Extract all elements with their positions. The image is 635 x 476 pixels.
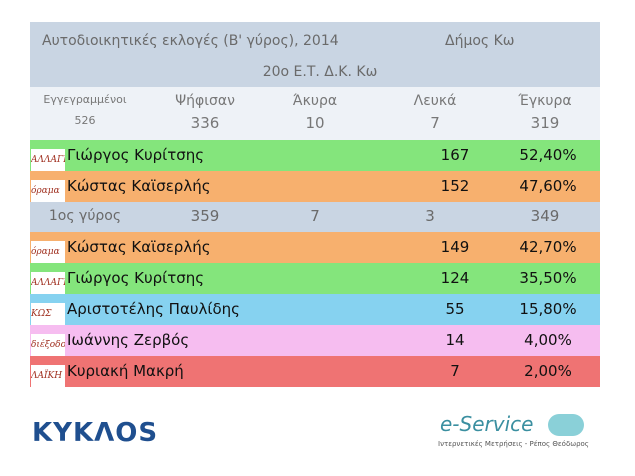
station: 20ο Ε.Τ. Δ.Κ. Κω xyxy=(262,64,378,80)
candidate-votes: 7 xyxy=(450,362,460,380)
candidate-row xyxy=(30,356,600,387)
candidate-votes: 152 xyxy=(440,177,470,195)
party-logo: διέξοδος xyxy=(31,334,65,356)
candidate-name: Κυριακή Μακρή xyxy=(67,362,184,380)
candidate-name: Αριστοτέλης Παυλίδης xyxy=(67,300,240,318)
round1-value: 359 xyxy=(190,207,220,225)
party-logo: ΛΑΪΚΗ ΣΥΣΠΕΙΡΩΣΗ xyxy=(31,365,65,387)
party-logo: όραμα xyxy=(31,180,65,202)
candidate-votes: 55 xyxy=(445,300,465,318)
title: Αυτοδιοικητικές εκλογές (Β' γύρος), 2014 xyxy=(42,33,339,49)
summary-label: Λευκά xyxy=(413,93,457,109)
left-logo: ΚΥΚΛΟS xyxy=(32,418,159,448)
summary-label: Εγγεγραμμένοι xyxy=(43,93,127,106)
party-logo: ΑΛΛΑΓΗΣ xyxy=(31,272,65,294)
candidate-votes: 167 xyxy=(440,146,470,164)
candidate-name: Γιώργος Κυρίτσης xyxy=(67,146,205,164)
at-icon xyxy=(548,414,584,436)
candidate-votes: 149 xyxy=(440,238,470,256)
party-logo: ΑΛΛΑΓΗΣ xyxy=(31,149,65,171)
candidate-percent: 4,00% xyxy=(524,331,572,349)
candidate-row xyxy=(30,140,600,171)
candidate-percent: 42,70% xyxy=(519,238,577,256)
round1-value: 349 xyxy=(530,207,560,225)
summary-value: 10 xyxy=(305,114,325,132)
municipality: Δήμος Κω xyxy=(445,33,515,49)
round1-value: 3 xyxy=(425,207,435,225)
party-logo: ΚΩΣ xyxy=(31,303,65,325)
round1-value: 7 xyxy=(310,207,320,225)
summary-value: 7 xyxy=(430,114,440,132)
candidate-name: Ιωάννης Ζερβός xyxy=(67,331,190,349)
summary-band xyxy=(30,87,600,140)
candidate-percent: 35,50% xyxy=(519,269,577,287)
candidate-row xyxy=(30,263,600,294)
candidate-votes: 124 xyxy=(440,269,470,287)
round1-band xyxy=(30,202,600,232)
candidate-votes: 14 xyxy=(445,331,465,349)
candidate-name: Γιώργος Κυρίτσης xyxy=(67,269,205,287)
candidate-name: Κώστας Καϊσερλής xyxy=(67,177,211,195)
candidate-row xyxy=(30,171,600,202)
candidate-row xyxy=(30,294,600,325)
right-caption: Ιντερνετικές Μετρήσεις - Ρέπος Θεόδωρος xyxy=(438,440,589,448)
summary-value: 526 xyxy=(74,114,96,127)
summary-label: Άκυρα xyxy=(292,93,338,109)
candidate-percent: 52,40% xyxy=(519,146,577,164)
summary-label: Ψήφισαν xyxy=(175,93,235,109)
candidate-percent: 2,00% xyxy=(524,362,572,380)
right-logo: e-Service xyxy=(440,412,534,436)
round1-label: 1ος γύρος xyxy=(48,208,122,224)
candidate-percent: 47,60% xyxy=(519,177,577,195)
summary-value: 336 xyxy=(190,114,220,132)
candidate-row xyxy=(30,232,600,263)
candidate-percent: 15,80% xyxy=(519,300,577,318)
summary-value: 319 xyxy=(530,114,560,132)
candidate-name: Κώστας Καϊσερλής xyxy=(67,238,211,256)
header-band xyxy=(30,22,600,87)
summary-label: Έγκυρα xyxy=(518,93,572,109)
candidate-row xyxy=(30,325,600,356)
party-logo: όραμα xyxy=(31,241,65,263)
